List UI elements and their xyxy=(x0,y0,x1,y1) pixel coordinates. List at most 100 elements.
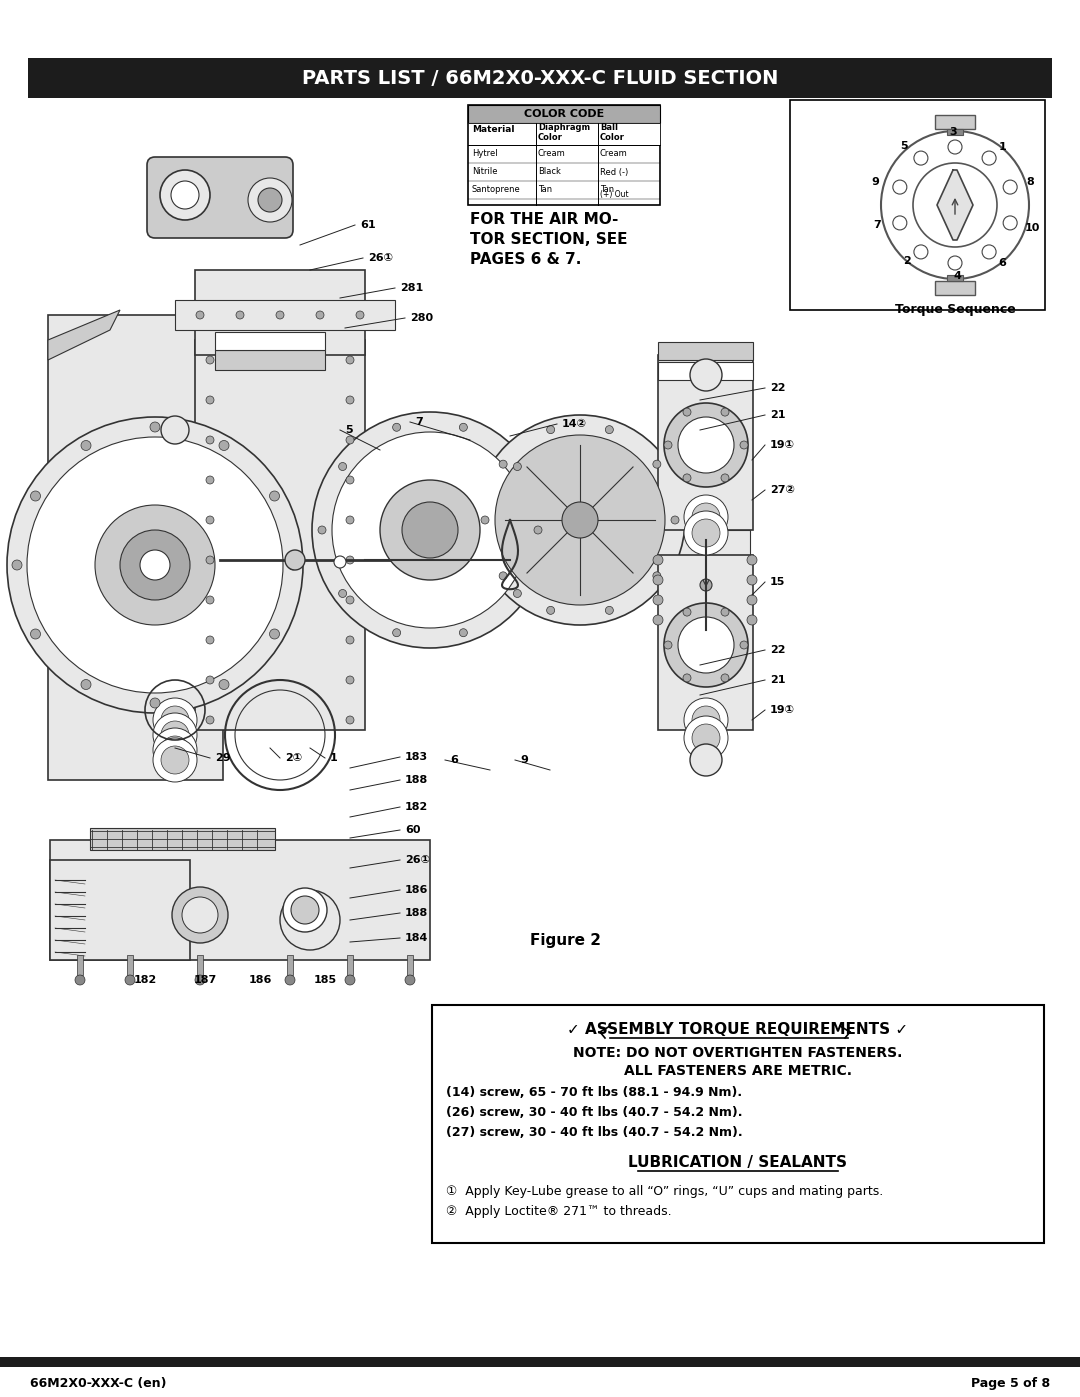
Circle shape xyxy=(120,529,190,599)
Circle shape xyxy=(606,426,613,433)
Text: Tan: Tan xyxy=(600,184,615,194)
Text: Material: Material xyxy=(472,124,514,134)
Circle shape xyxy=(285,975,295,985)
Circle shape xyxy=(288,560,298,570)
Bar xyxy=(287,956,293,975)
Circle shape xyxy=(248,177,292,222)
Circle shape xyxy=(334,556,346,569)
Circle shape xyxy=(684,495,728,539)
Circle shape xyxy=(475,415,685,624)
Circle shape xyxy=(346,676,354,685)
Circle shape xyxy=(206,597,214,604)
Text: 66M2X0-XXX-C (en): 66M2X0-XXX-C (en) xyxy=(30,1376,166,1390)
Text: 182: 182 xyxy=(405,802,429,812)
Circle shape xyxy=(206,436,214,444)
Text: 281: 281 xyxy=(400,284,423,293)
Circle shape xyxy=(684,511,728,555)
Circle shape xyxy=(692,520,720,548)
Circle shape xyxy=(283,888,327,932)
Circle shape xyxy=(690,745,723,775)
Bar xyxy=(935,115,975,129)
Circle shape xyxy=(346,717,354,724)
Circle shape xyxy=(345,975,355,985)
Circle shape xyxy=(671,515,679,524)
Circle shape xyxy=(206,356,214,365)
Text: 6: 6 xyxy=(450,754,458,766)
Text: NOTE: DO NOT OVERTIGHTEN FASTENERS.: NOTE: DO NOT OVERTIGHTEN FASTENERS. xyxy=(573,1046,903,1060)
Circle shape xyxy=(161,736,189,764)
Circle shape xyxy=(161,705,189,733)
Bar xyxy=(947,275,963,281)
Text: Ball: Ball xyxy=(600,123,618,131)
Text: (26) screw, 30 - 40 ft lbs (40.7 - 54.2 Nm).: (26) screw, 30 - 40 ft lbs (40.7 - 54.2 … xyxy=(446,1106,743,1119)
Circle shape xyxy=(291,895,319,923)
Circle shape xyxy=(346,515,354,524)
Circle shape xyxy=(172,887,228,943)
Circle shape xyxy=(653,595,663,605)
Polygon shape xyxy=(48,310,120,360)
Text: 19①: 19① xyxy=(770,440,795,450)
Circle shape xyxy=(678,416,734,474)
Circle shape xyxy=(1003,217,1017,231)
Circle shape xyxy=(721,673,729,682)
Circle shape xyxy=(219,440,229,450)
Circle shape xyxy=(982,151,996,165)
Text: 7: 7 xyxy=(415,416,422,427)
Bar xyxy=(50,840,430,960)
Circle shape xyxy=(161,721,189,749)
Circle shape xyxy=(316,312,324,319)
Text: 185: 185 xyxy=(313,975,337,985)
Circle shape xyxy=(258,189,282,212)
Circle shape xyxy=(12,560,22,570)
Circle shape xyxy=(6,416,303,712)
Bar xyxy=(347,956,353,975)
Bar xyxy=(935,281,975,295)
Text: Red (-): Red (-) xyxy=(600,168,629,176)
Bar xyxy=(662,529,750,640)
Bar xyxy=(947,129,963,136)
Circle shape xyxy=(153,728,197,773)
Text: Hytrel: Hytrel xyxy=(472,149,498,158)
Text: 61: 61 xyxy=(360,219,376,231)
Circle shape xyxy=(356,312,364,319)
Circle shape xyxy=(81,679,91,690)
Bar xyxy=(658,355,753,529)
Text: 186: 186 xyxy=(248,975,272,985)
Circle shape xyxy=(195,975,205,985)
Circle shape xyxy=(346,636,354,644)
Text: 21: 21 xyxy=(770,675,785,685)
Circle shape xyxy=(721,608,729,616)
Circle shape xyxy=(346,395,354,404)
Text: 29: 29 xyxy=(215,753,231,763)
Circle shape xyxy=(948,140,962,154)
Bar xyxy=(215,351,325,370)
Circle shape xyxy=(1003,180,1017,194)
Text: 188: 188 xyxy=(405,775,429,785)
Circle shape xyxy=(721,408,729,416)
Circle shape xyxy=(747,576,757,585)
Bar xyxy=(432,1004,1044,1243)
Text: ①  Apply Key-Lube grease to all “O” rings, “U” cups and mating parts.: ① Apply Key-Lube grease to all “O” rings… xyxy=(446,1185,883,1197)
Circle shape xyxy=(653,615,663,624)
Text: PAGES 6 & 7.: PAGES 6 & 7. xyxy=(470,253,581,267)
Circle shape xyxy=(499,460,508,468)
Text: Cream: Cream xyxy=(600,149,627,158)
Circle shape xyxy=(495,434,665,605)
Circle shape xyxy=(499,571,508,580)
Circle shape xyxy=(171,182,199,210)
Text: ✓ ASSEMBLY TORQUE REQUIREMENTS ✓: ✓ ASSEMBLY TORQUE REQUIREMENTS ✓ xyxy=(567,1023,908,1038)
Circle shape xyxy=(664,641,672,650)
FancyBboxPatch shape xyxy=(147,156,293,237)
Text: 6: 6 xyxy=(999,258,1007,268)
Circle shape xyxy=(346,356,354,365)
Circle shape xyxy=(332,432,528,629)
Text: 14②: 14② xyxy=(562,419,588,429)
Text: 280: 280 xyxy=(410,313,433,323)
Circle shape xyxy=(161,416,189,444)
Circle shape xyxy=(206,556,214,564)
Circle shape xyxy=(692,705,720,733)
Text: ②  Apply Loctite® 271™ to threads.: ② Apply Loctite® 271™ to threads. xyxy=(446,1204,672,1218)
Bar xyxy=(789,101,1045,310)
Text: Santoprene: Santoprene xyxy=(472,186,521,194)
Circle shape xyxy=(747,615,757,624)
